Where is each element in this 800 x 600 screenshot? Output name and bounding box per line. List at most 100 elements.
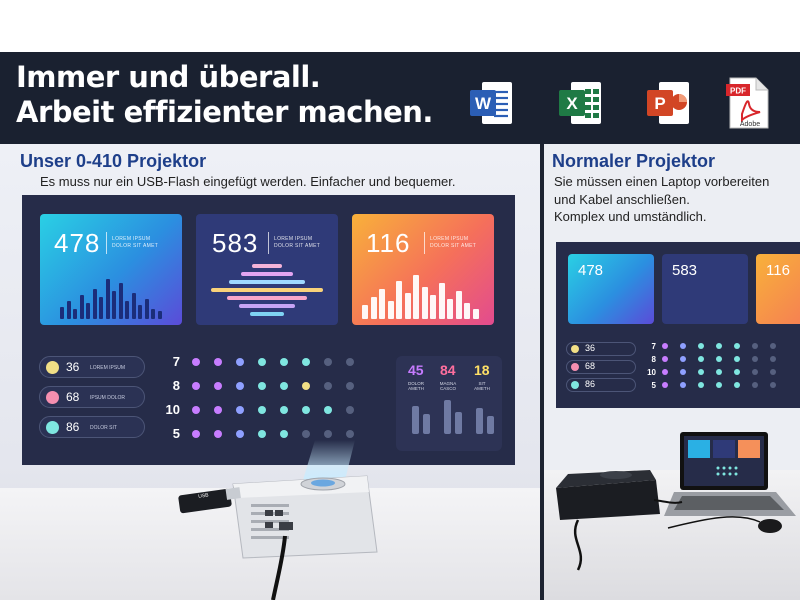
- card-1-text: LOREM IPSUM DOLOR SIT AMET: [112, 236, 159, 249]
- grid-dot: [302, 382, 310, 390]
- stat-2-label: MAGNA CASCO: [439, 381, 457, 391]
- grid-dot: [214, 406, 222, 414]
- chart-bar: [447, 299, 453, 319]
- chart-bar: [144, 299, 149, 319]
- usb-stick-label: USB: [198, 492, 210, 499]
- grid-dot: [258, 406, 266, 414]
- chart-bar: [112, 291, 116, 319]
- grid-dot: [302, 430, 310, 438]
- grid-dot: [236, 406, 244, 414]
- grid-dot: [302, 358, 310, 366]
- grid-dot: [324, 382, 332, 390]
- grid-dot: [258, 382, 266, 390]
- chart-bar: [404, 293, 411, 319]
- grid-dot: [192, 406, 200, 414]
- grid-dot: [324, 406, 332, 414]
- grid-dot: [214, 382, 222, 390]
- mini-grid-dot: [770, 343, 776, 349]
- mini-pill-1: 36: [566, 342, 636, 356]
- mini-grid-dot: [716, 382, 722, 388]
- pill-3-label: DOLOR SIT: [90, 425, 117, 431]
- grid-dot: [346, 430, 354, 438]
- pill-2-label: IPSUM DOLOR: [90, 395, 126, 401]
- wave-bar: [211, 288, 323, 292]
- pill-2-value: 68: [66, 390, 80, 404]
- grid-dot: [236, 358, 244, 366]
- chart-bar: [60, 307, 64, 319]
- stat-bar: [423, 414, 430, 434]
- projector-with-usb: USB: [178, 440, 378, 600]
- chart-bar: [455, 291, 462, 319]
- wave-bar: [239, 304, 295, 308]
- mini-grid-dot: [752, 369, 758, 375]
- chart-bar: [125, 301, 129, 319]
- chart-bar: [79, 295, 84, 319]
- legend-pill-1: 36 LOREM IPSUM: [39, 356, 145, 378]
- grid-dot: [214, 358, 222, 366]
- grid-dot: [280, 430, 288, 438]
- grid-dot: [346, 406, 354, 414]
- mini-card-1-value: 478: [578, 262, 604, 279]
- mini-grid-dot: [716, 343, 722, 349]
- grid-dot: [324, 358, 332, 366]
- mini-card-1: 478: [568, 254, 654, 324]
- legend-pill-3: 86 DOLOR SIT: [39, 416, 145, 438]
- chart-bar: [105, 279, 110, 319]
- right-text-line-3: Komplex und umständlich.: [554, 209, 707, 224]
- legend-pill-2: 68 IPSUM DOLOR: [39, 386, 145, 408]
- word-icon: W: [470, 82, 512, 124]
- grid-dot: [192, 430, 200, 438]
- grid-dot: [280, 406, 288, 414]
- mini-grid-dot: [734, 343, 740, 349]
- left-subtitle: Es muss nur ein USB-Flash eingefügt werd…: [40, 174, 456, 189]
- chart-bar: [157, 311, 162, 319]
- grid-dot: [192, 358, 200, 366]
- mini-grid-dot: [716, 356, 722, 362]
- pill-3-value: 86: [66, 420, 80, 434]
- stat-3-label: SIT AMETH: [474, 381, 490, 391]
- card-1-value: 478: [54, 228, 101, 258]
- grid-dot: [236, 430, 244, 438]
- pill-1-value: 36: [66, 360, 80, 374]
- stat-summary-box: 45 84 18 DOLOR AMETH MAGNA CASCO SIT AMETH: [396, 356, 502, 451]
- mini-grid-dot: [680, 356, 686, 362]
- right-projected-screen: 478 583 116 36 68 86 7 8 10 5: [556, 242, 800, 408]
- chart-bar: [464, 303, 470, 319]
- left-title: Unser 0-410 Projektor: [20, 151, 207, 171]
- pdf-icon-label: PDF: [730, 87, 746, 96]
- wave-bar: [250, 312, 284, 316]
- chart-bar: [396, 281, 402, 319]
- stat-bar: [455, 412, 462, 434]
- chart-bar: [92, 289, 97, 319]
- grid-dot: [214, 430, 222, 438]
- mini-grid-dot: [770, 356, 776, 362]
- stat-bar: [412, 406, 419, 434]
- headline-line-1: Immer und überall.: [16, 60, 321, 94]
- mini-pill-2: 68: [566, 360, 636, 374]
- mini-dot-grid: [662, 342, 800, 402]
- grid-dot: [236, 382, 244, 390]
- panel-divider: [540, 144, 544, 600]
- projector-with-laptop: [556, 432, 796, 571]
- card-2-separator: [268, 232, 269, 254]
- pdf-icon: PDF Adobe: [726, 77, 769, 129]
- wave-bar: [229, 280, 305, 284]
- card-2-value: 583: [212, 228, 259, 258]
- grid-dot: [324, 430, 332, 438]
- row-number-1: 7: [172, 354, 180, 369]
- card-3-separator: [424, 232, 425, 254]
- card-3-text: LOREM IPSUM DOLOR SIT AMET: [430, 236, 477, 249]
- chart-bar: [131, 293, 136, 319]
- mini-grid-dot: [698, 369, 704, 375]
- chart-bar: [99, 297, 103, 319]
- stat-1-value: 45: [408, 362, 424, 378]
- powerpoint-icon: P: [647, 82, 689, 124]
- stat-card-2: 583 LOREM IPSUM DOLOR SIT AMET: [196, 214, 338, 325]
- mini-grid-dot: [770, 382, 776, 388]
- word-icon-letter: W: [475, 94, 492, 113]
- mini-grid-dot: [662, 356, 668, 362]
- mini-grid-dot: [680, 369, 686, 375]
- row-number-2: 8: [172, 378, 180, 393]
- grid-dot: [258, 358, 266, 366]
- mini-grid-dot: [680, 343, 686, 349]
